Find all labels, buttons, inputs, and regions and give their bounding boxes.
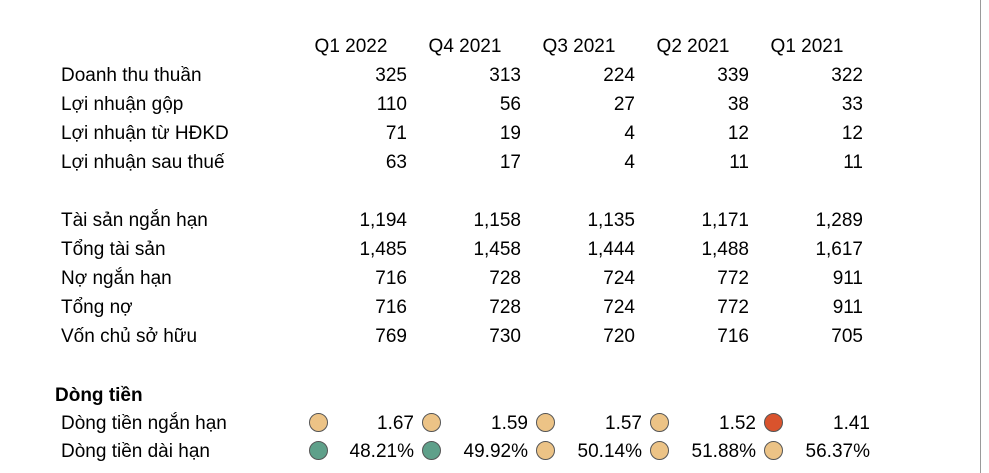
row-value: 1.52: [719, 413, 756, 434]
cashflow-row-short-term: Dòng tiền ngắn hạn 1.67 1.59 1.57 1.52 1…: [0, 409, 980, 438]
status-dot-icon: [764, 413, 783, 432]
row-value: 728: [489, 268, 521, 289]
status-dot-icon: [309, 441, 328, 460]
row-value: 51.88%: [691, 441, 756, 462]
cashflow-section-header: Dòng tiền: [0, 381, 980, 410]
period-header: Q1 2022: [314, 36, 388, 57]
balance-row-total-liabilities: Tổng nợ 716 728 724 772 911: [0, 293, 980, 322]
row-value: 724: [603, 268, 635, 289]
status-dot-icon: [650, 413, 669, 432]
row-value: 720: [603, 326, 635, 347]
row-value: 12: [841, 123, 863, 144]
row-value: 33: [841, 94, 863, 115]
status-dot-icon: [422, 441, 441, 460]
balance-row-total-assets: Tổng tài sản 1,485 1,458 1,444 1,488 1,6…: [0, 235, 980, 264]
row-value: 49.92%: [463, 441, 528, 462]
row-value: 339: [717, 65, 749, 86]
row-label: Dòng tiền dài hạn: [61, 441, 210, 462]
row-label: Tổng nợ: [61, 297, 133, 318]
row-value: 716: [375, 268, 407, 289]
status-dot-icon: [536, 413, 555, 432]
row-value: 11: [843, 152, 863, 173]
row-label: Dòng tiền ngắn hạn: [61, 413, 227, 434]
income-row-revenue: Doanh thu thuần 325 313 224 339 322: [0, 61, 980, 90]
section-title: Dòng tiền: [55, 385, 143, 406]
row-value: 4: [624, 152, 635, 173]
row-value: 772: [717, 297, 749, 318]
row-value: 1,135: [587, 210, 635, 231]
row-value: 911: [832, 297, 863, 318]
row-label: Lợi nhuận từ HĐKD: [61, 123, 229, 144]
row-value: 716: [375, 297, 407, 318]
period-header: Q3 2021: [542, 36, 616, 57]
row-value: 1,171: [701, 210, 749, 231]
cashflow-row-long-term: Dòng tiền dài hạn 48.21% 49.92% 50.14% 5…: [0, 437, 980, 466]
row-value: 1,617: [815, 239, 863, 260]
row-value: 38: [727, 94, 749, 115]
status-dot-icon: [536, 441, 555, 460]
row-value: 1,444: [587, 239, 635, 260]
row-value: 728: [489, 297, 521, 318]
row-value: 50.14%: [577, 441, 642, 462]
period-header-row: Q1 2022 Q4 2021 Q3 2021 Q2 2021 Q1 2021: [0, 32, 980, 61]
row-value: 322: [831, 65, 863, 86]
row-value: 1,485: [359, 239, 407, 260]
row-value: 705: [831, 326, 863, 347]
row-value: 19: [499, 123, 521, 144]
row-value: 1.59: [491, 413, 528, 434]
income-row-net-profit: Lợi nhuận sau thuế 63 17 4 11 11: [0, 148, 980, 177]
balance-row-equity: Vốn chủ sở hữu 769 730 720 716 705: [0, 322, 980, 351]
row-value: 911: [832, 268, 863, 289]
row-value: 11: [729, 152, 749, 173]
income-row-operating-profit: Lợi nhuận từ HĐKD 71 19 4 12 12: [0, 119, 980, 148]
row-label: Tổng tài sản: [61, 239, 166, 260]
row-value: 730: [489, 326, 521, 347]
balance-row-current-liabilities: Nợ ngắn hạn 716 728 724 772 911: [0, 264, 980, 293]
column-border: [980, 0, 981, 473]
row-label: Nợ ngắn hạn: [61, 268, 172, 289]
row-value: 71: [385, 123, 407, 144]
status-dot-icon: [764, 441, 783, 460]
row-value: 56.37%: [805, 441, 870, 462]
row-value: 1.41: [833, 413, 870, 434]
row-value: 1,488: [701, 239, 749, 260]
row-value: 17: [499, 152, 521, 173]
row-value: 313: [489, 65, 521, 86]
row-value: 1,158: [473, 210, 521, 231]
row-value: 27: [613, 94, 635, 115]
income-row-gross-profit: Lợi nhuận gộp 110 56 27 38 33: [0, 90, 980, 119]
row-label: Vốn chủ sở hữu: [61, 326, 198, 347]
row-value: 716: [717, 326, 749, 347]
row-value: 1.67: [377, 413, 414, 434]
period-header: Q2 2021: [656, 36, 730, 57]
status-dot-icon: [650, 441, 669, 460]
row-value: 110: [376, 94, 407, 115]
period-header: Q1 2021: [770, 36, 844, 57]
status-dot-icon: [309, 413, 328, 432]
row-value: 48.21%: [349, 441, 414, 462]
row-value: 12: [727, 123, 749, 144]
row-value: 63: [385, 152, 407, 173]
row-label: Tài sản ngắn hạn: [61, 210, 208, 231]
row-value: 1.57: [605, 413, 642, 434]
row-value: 1,194: [359, 210, 407, 231]
row-value: 1,289: [815, 210, 863, 231]
row-value: 4: [624, 123, 635, 144]
row-value: 724: [603, 297, 635, 318]
period-header: Q4 2021: [428, 36, 502, 57]
status-dot-icon: [422, 413, 441, 432]
row-value: 325: [375, 65, 407, 86]
row-label: Lợi nhuận sau thuế: [61, 152, 225, 173]
row-value: 769: [375, 326, 407, 347]
row-value: 772: [717, 268, 749, 289]
row-value: 56: [499, 94, 521, 115]
row-value: 1,458: [473, 239, 521, 260]
row-label: Lợi nhuận gộp: [61, 94, 184, 115]
row-value: 224: [603, 65, 635, 86]
row-label: Doanh thu thuần: [61, 65, 202, 86]
balance-row-current-assets: Tài sản ngắn hạn 1,194 1,158 1,135 1,171…: [0, 206, 980, 235]
